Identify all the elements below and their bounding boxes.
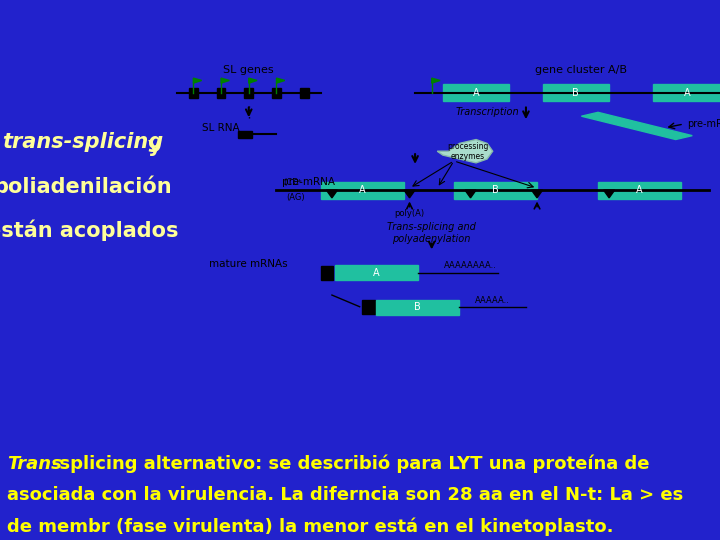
Polygon shape (276, 78, 285, 83)
Text: A: A (373, 267, 379, 278)
Bar (362, 300, 374, 314)
Text: -splicing alternativo: se describió para LYT una proteína de: -splicing alternativo: se describió para… (52, 455, 649, 474)
Polygon shape (465, 190, 476, 198)
Text: Trans-splicing and
polyadenylation: Trans-splicing and polyadenylation (387, 222, 476, 244)
Bar (454, 181, 537, 199)
Polygon shape (437, 139, 492, 163)
Polygon shape (603, 190, 615, 198)
Text: B: B (492, 185, 499, 195)
Text: B: B (415, 302, 421, 313)
Bar (217, 88, 225, 98)
Text: poly(A): poly(A) (395, 209, 425, 218)
Text: gene cluster A/B: gene cluster A/B (536, 65, 627, 75)
Text: están acoplados: están acoplados (0, 219, 179, 241)
Bar (244, 88, 253, 98)
Bar (238, 131, 251, 138)
Text: AAAAAAAA..: AAAAAAAA.. (444, 261, 497, 271)
Text: y: y (4, 136, 162, 156)
Bar (189, 88, 198, 98)
Text: SL RNA: SL RNA (202, 123, 240, 133)
Bar (654, 84, 720, 102)
Polygon shape (193, 78, 202, 83)
Text: processing
enzymes: processing enzymes (447, 141, 488, 161)
Bar (272, 88, 281, 98)
Polygon shape (404, 190, 415, 198)
Text: A: A (359, 185, 366, 195)
Bar (377, 300, 459, 315)
Bar (321, 266, 333, 280)
Text: poliadenilación: poliadenilación (0, 175, 172, 197)
Text: B: B (572, 88, 579, 98)
Text: pre-mRNA: pre-mRNA (687, 119, 720, 129)
Text: de membr (fase virulenta) la menor está en el kinetoplasto.: de membr (fase virulenta) la menor está … (7, 517, 613, 536)
Polygon shape (249, 78, 257, 83)
Polygon shape (531, 190, 543, 198)
Text: (AG): (AG) (287, 193, 305, 202)
Bar (321, 181, 404, 199)
Text: A: A (636, 185, 643, 195)
Bar (543, 84, 609, 102)
Polygon shape (326, 190, 338, 198)
Bar (443, 84, 509, 102)
Bar (598, 181, 681, 199)
Polygon shape (582, 112, 693, 139)
Text: Trans: Trans (7, 455, 62, 473)
Bar (335, 265, 418, 280)
Text: A: A (473, 88, 480, 98)
Text: mature mRNAs: mature mRNAs (210, 259, 288, 269)
Bar (300, 88, 309, 98)
Text: SL genes: SL genes (223, 65, 274, 75)
Text: trans-splicing: trans-splicing (2, 132, 163, 152)
Text: pre-mRNA: pre-mRNA (282, 177, 335, 187)
Text: asociada con la virulencia. La diferncia son 28 aa en el N-t: La > es: asociada con la virulencia. La diferncia… (7, 487, 683, 504)
Text: (CDᵏ: (CDᵏ (284, 178, 302, 187)
Text: Transcription: Transcription (455, 107, 519, 117)
Text: A: A (683, 88, 690, 98)
Polygon shape (221, 78, 230, 83)
Polygon shape (432, 78, 440, 83)
Text: AAAAA..: AAAAA.. (475, 296, 510, 306)
